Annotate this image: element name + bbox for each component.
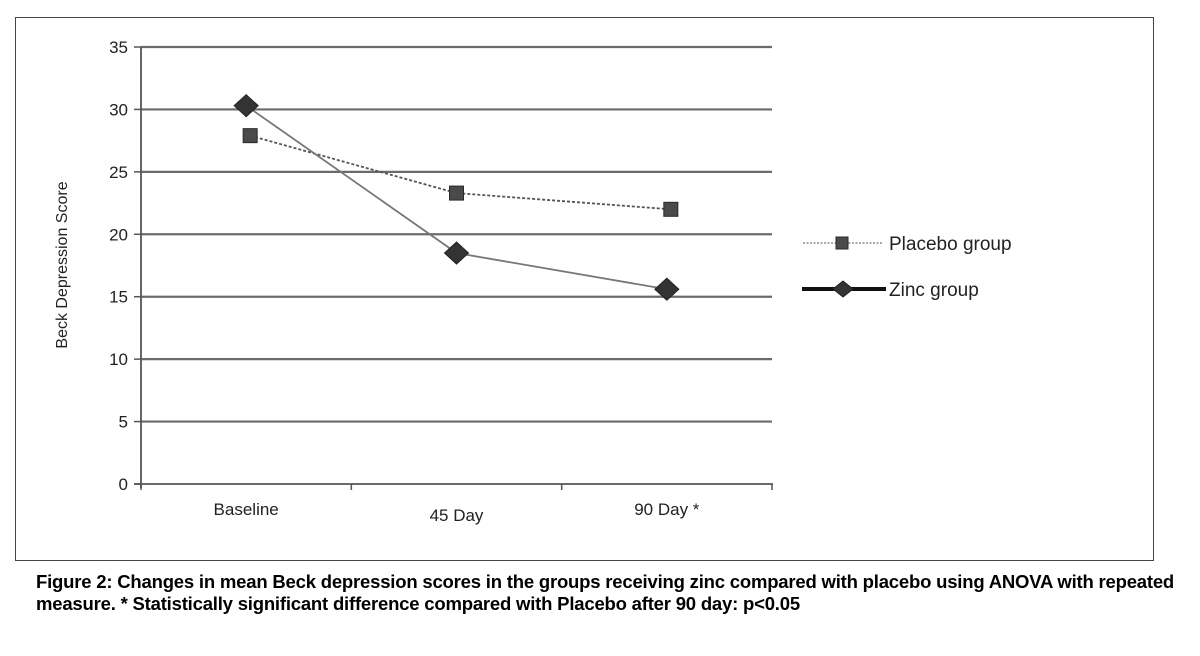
legend-item: Zinc group [802,280,979,301]
series-group [233,94,680,301]
data-point-square [242,128,258,144]
data-point-diamond [233,94,259,118]
data-point-diamond [443,241,470,265]
legend: Placebo group Zinc group [802,234,1012,301]
y-tick-label: 5 [119,413,128,432]
axes [134,47,773,488]
x-axis-ticks: Baseline 45 Day 90 Day * [140,484,773,525]
y-tick-label: 20 [109,225,128,244]
legend-item: Placebo group [803,234,1012,255]
figure-frame [15,17,1154,561]
y-tick-label: 35 [109,38,128,57]
data-point-diamond [654,277,680,301]
y-tick-label: 0 [119,475,128,494]
legend-marker-diamond [832,280,854,298]
x-tick-label: 45 Day [430,506,484,525]
series-zinc-group [233,94,680,301]
legend-marker-square [835,236,849,250]
figure-caption: Figure 2: Changes in mean Beck depressio… [36,571,1175,614]
legend-label: Placebo group [889,234,1012,255]
data-point-square [449,185,464,201]
y-axis-ticks: 0 5 10 15 20 25 30 35 [109,38,141,494]
y-tick-label: 25 [109,163,128,182]
x-tick-label: Baseline [214,500,279,519]
y-tick-label: 30 [109,100,128,119]
y-tick-label: 15 [109,288,128,307]
y-axis-title: Beck Depression Score [54,181,71,348]
legend-label: Zinc group [889,280,979,301]
y-tick-label: 10 [109,350,128,369]
series-line [249,134,671,211]
x-tick-label: 90 Day * [634,500,700,519]
gridlines [141,45,772,423]
data-point-square [663,201,679,217]
series-placebo-group [242,128,679,217]
